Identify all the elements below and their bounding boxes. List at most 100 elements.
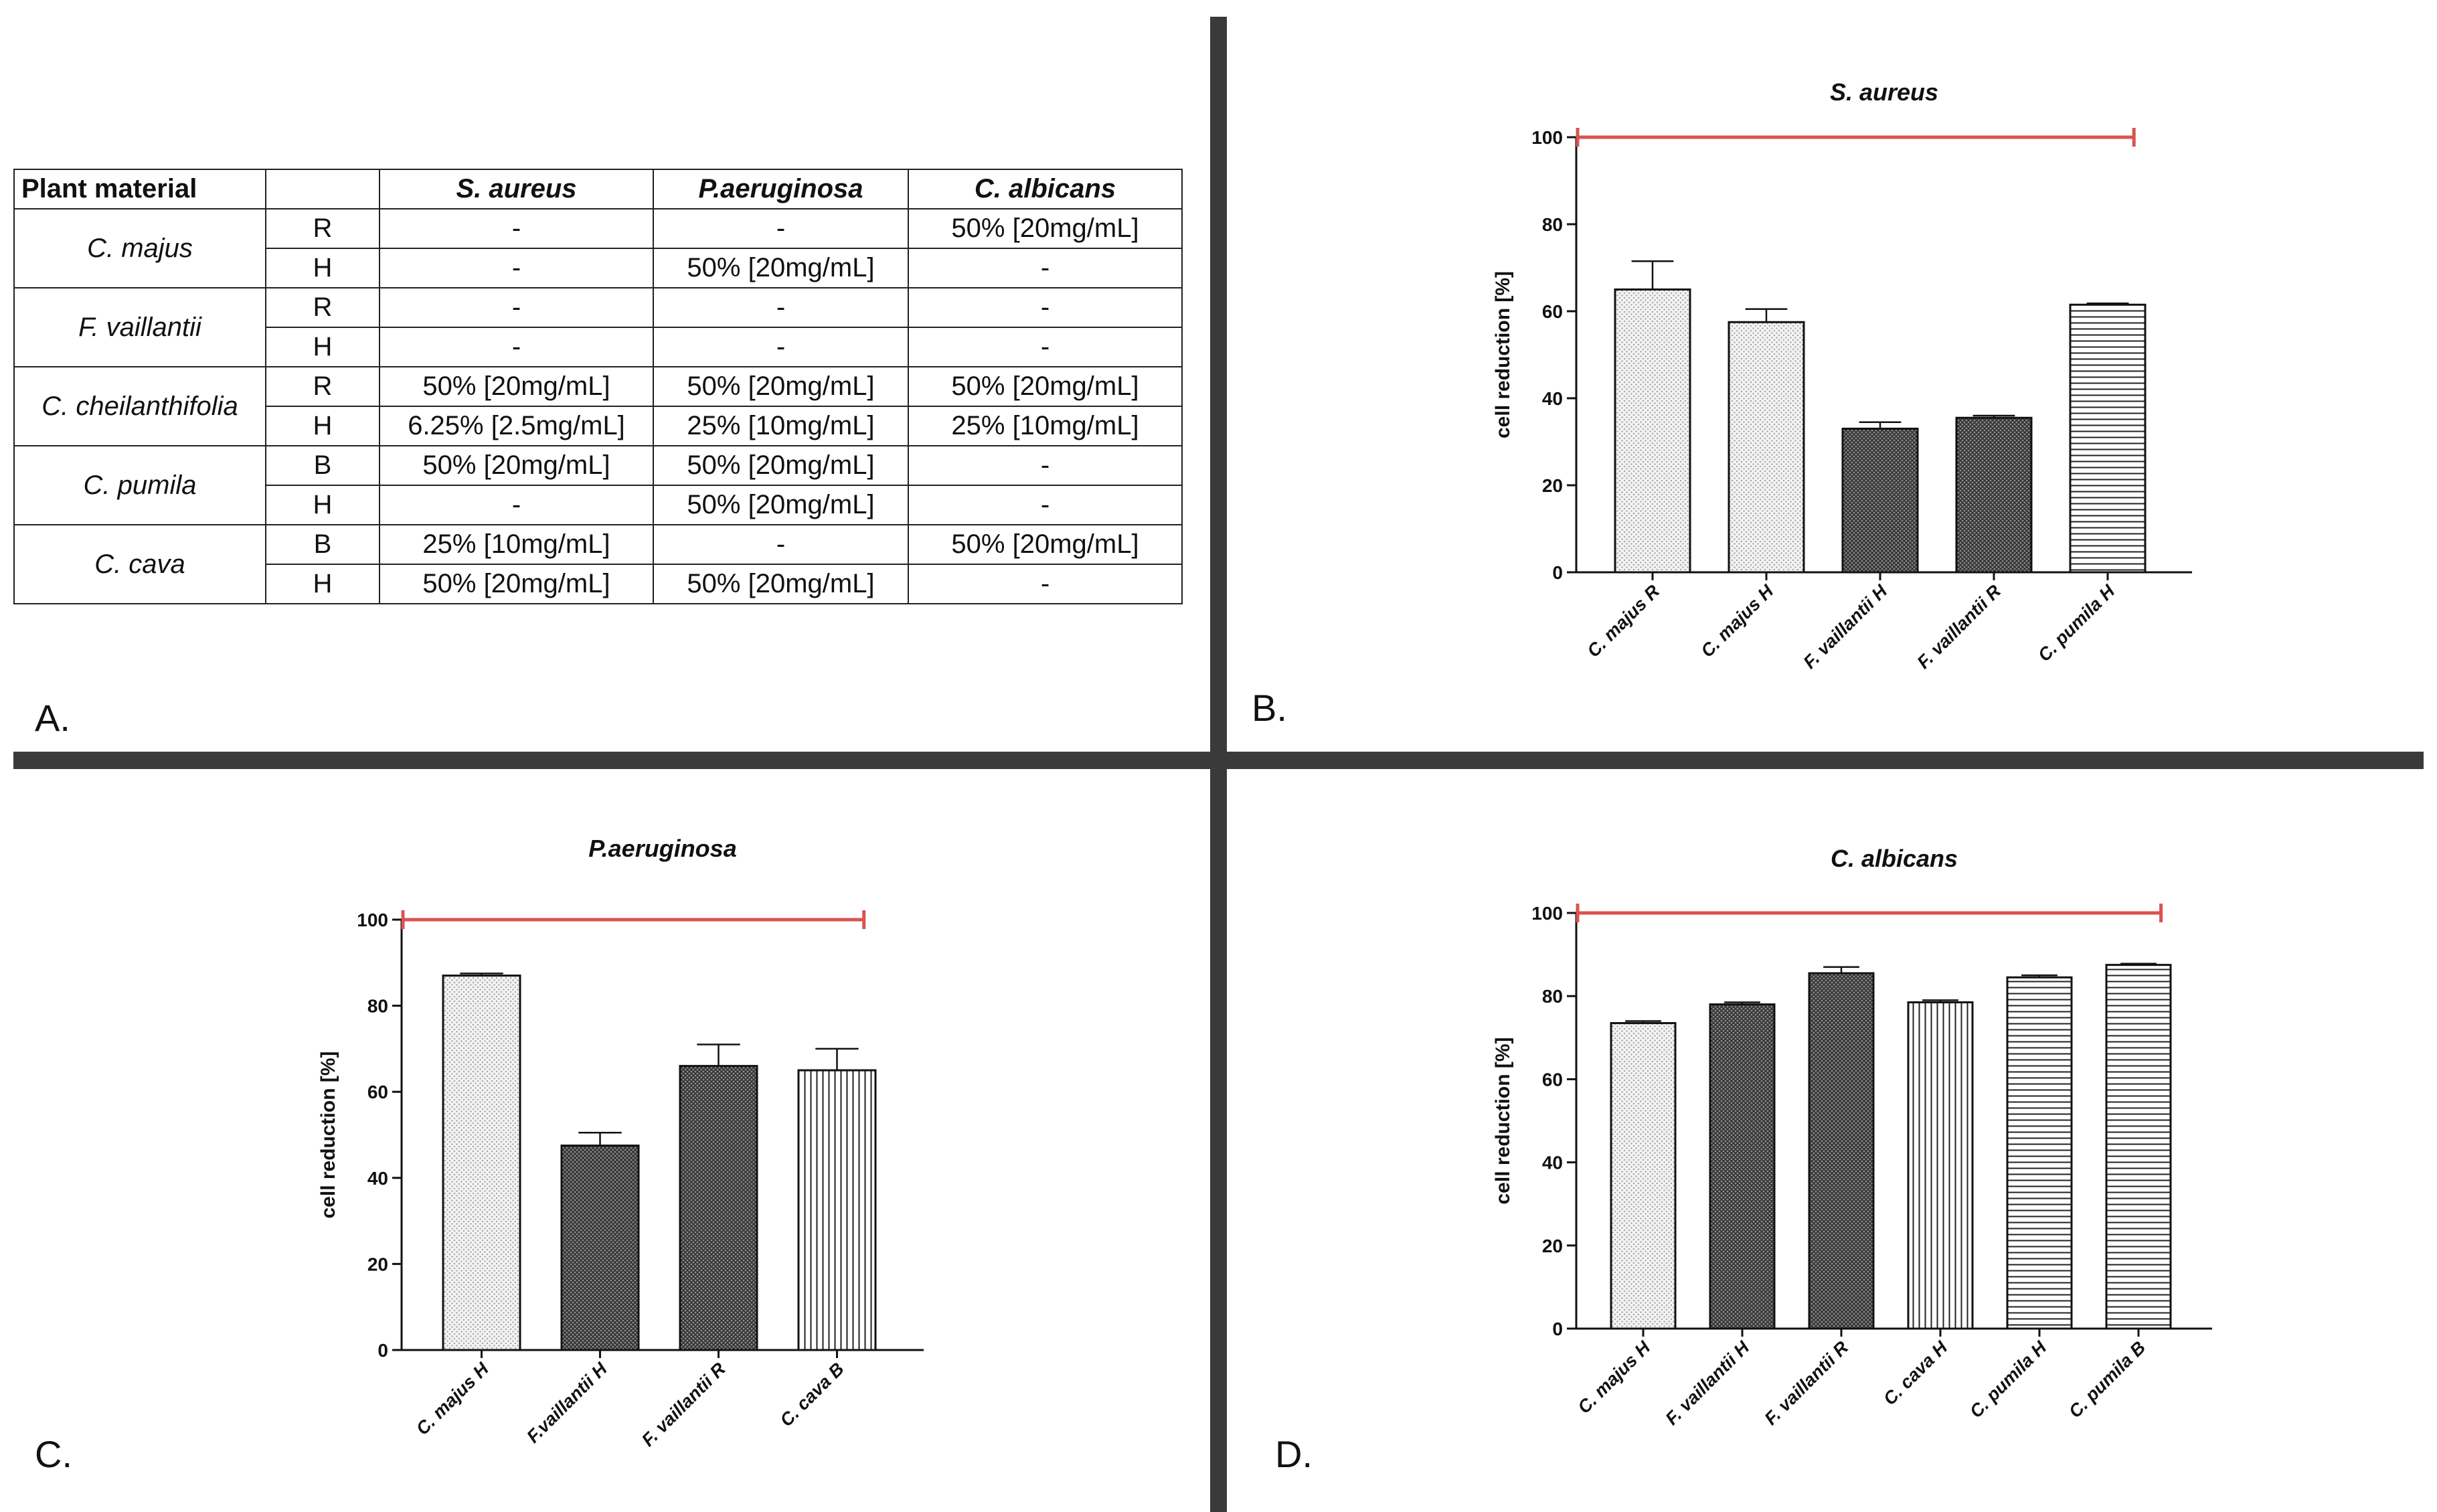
bar-f-vaillantii-h: [1841, 428, 1919, 574]
y-tick-label: 40: [1542, 1153, 1563, 1173]
bar-f-vaillantii-r: [1808, 972, 1875, 1330]
header-part: [265, 169, 380, 209]
x-tick-label: C. majus H: [1574, 1337, 1654, 1418]
table-cell: -: [653, 524, 909, 565]
table-cell: 50% [20mg/mL]: [908, 524, 1183, 565]
table-cell: -: [653, 327, 909, 367]
y-tick-label: 100: [357, 910, 388, 930]
y-tick-label: 0: [1552, 562, 1563, 583]
plant-part: H: [265, 485, 380, 525]
plant-name: C. pumila: [13, 445, 266, 525]
bar-c-cava-b: [797, 1069, 877, 1351]
plant-part: B: [265, 445, 380, 486]
x-tick-label: C. majus H: [1697, 581, 1777, 661]
table-cell: 50% [20mg/mL]: [653, 485, 909, 525]
header-s-aureus: S. aureus: [379, 169, 654, 209]
panel-letter-b: B.: [1252, 687, 1287, 729]
plant-part: H: [265, 406, 380, 446]
table-cell: -: [653, 287, 909, 328]
table-cell: 50% [20mg/mL]: [908, 366, 1183, 407]
table-cell: -: [379, 485, 654, 525]
table-cell: 25% [10mg/mL]: [379, 524, 654, 565]
chart-title: P.aeruginosa: [588, 835, 736, 862]
table-cell: 50% [20mg/mL]: [379, 445, 654, 486]
table-row: H - - -: [14, 327, 1183, 367]
chart-title: S. aureus: [1830, 78, 1938, 106]
chart-c-albicans: C. albicans cell reduction [%] 0 20 40 60 80 10…: [1492, 845, 2212, 1429]
y-axis-label: cell reduction [%]: [1492, 1037, 1514, 1204]
table-cell: -: [379, 287, 654, 328]
x-tick-label: F.vaillantii H: [523, 1359, 611, 1447]
table-row: H - 50% [20mg/mL] -: [14, 248, 1183, 288]
chart-p-aeruginosa: P.aeruginosa cell reduction [%] 0 20 40 60 80 1…: [317, 835, 924, 1450]
bar-c-pumila-h: [2006, 976, 2073, 1330]
y-tick-label: 80: [1542, 214, 1563, 235]
table-cell: -: [379, 208, 654, 249]
table-cell: -: [908, 445, 1183, 486]
x-tick-label: F. vaillantii H: [1799, 581, 1891, 673]
y-tick-label: 100: [1531, 127, 1563, 148]
table-cell: 50% [20mg/mL]: [653, 564, 909, 604]
bar-c-majus-h: [1610, 1022, 1677, 1330]
y-tick-label: 40: [367, 1168, 388, 1189]
table-cell: -: [908, 485, 1183, 525]
x-tick-label: C. majus H: [412, 1359, 493, 1439]
y-tick-label: 100: [1531, 903, 1563, 924]
x-tick-label: C. pumila H: [2034, 581, 2119, 666]
x-tick-label: C. cava B: [776, 1359, 848, 1430]
y-tick-label: 60: [367, 1082, 388, 1102]
y-axis-label: cell reduction [%]: [1492, 271, 1514, 438]
table-row: C. majus R - - 50% [20mg/mL]: [13, 208, 1183, 288]
plant-part: H: [265, 327, 380, 367]
table-cell: -: [653, 208, 909, 249]
chart-s-aureus: S. aureus cell reduction [%] 0 20 40 60 80 100 C…: [1492, 78, 2192, 673]
x-tick-label: C. majus R: [1583, 581, 1663, 661]
y-tick-label: 60: [1542, 301, 1563, 322]
x-tick-label: C. pumila B: [2065, 1337, 2149, 1422]
table-cell: -: [379, 327, 654, 367]
x-tick-label: F. vaillantii R: [638, 1359, 730, 1450]
y-tick-label: 20: [367, 1254, 388, 1274]
bar-f-vaillantii-h: [560, 1145, 640, 1351]
y-axis-label: cell reduction [%]: [317, 1051, 339, 1218]
table-cell: 50% [20mg/mL]: [653, 248, 909, 288]
x-tick-label: F. vaillantii H: [1661, 1337, 1753, 1429]
table-row: H - 50% [20mg/mL] -: [14, 485, 1183, 525]
table-cell: 50% [20mg/mL]: [653, 366, 909, 407]
mic-table: Plant material S. aureus P.aeruginosa C.…: [13, 169, 1183, 604]
x-tick-label: F. vaillantii R: [1760, 1337, 1852, 1429]
table-cell: -: [379, 248, 654, 288]
y-tick-label: 20: [1542, 475, 1563, 496]
y-tick-label: 60: [1542, 1069, 1563, 1090]
y-tick-label: 80: [1542, 986, 1563, 1007]
x-tick-label: C. pumila H: [1966, 1337, 2051, 1422]
header-plant-material: Plant material: [13, 169, 266, 209]
plant-part: R: [265, 287, 380, 328]
plant-part: B: [265, 524, 380, 565]
horizontal-divider: [13, 752, 2424, 769]
table-cell: 25% [10mg/mL]: [908, 406, 1183, 446]
bar-c-cava-h: [1907, 1001, 1974, 1330]
bar-f-vaillantii-h: [1709, 1003, 1776, 1330]
x-tick-label: C. cava H: [1879, 1337, 1952, 1410]
chart-title: C. albicans: [1831, 845, 1958, 872]
y-tick-label: 0: [377, 1340, 388, 1361]
plant-name: C. majus: [13, 208, 266, 288]
plant-part: H: [265, 564, 380, 604]
table-header-row: Plant material S. aureus P.aeruginosa C.…: [13, 169, 1183, 209]
table-cell: 50% [20mg/mL]: [379, 366, 654, 407]
table-cell: 50% [20mg/mL]: [653, 445, 909, 486]
bar-f-vaillantii-r: [1955, 416, 2033, 574]
table-row: C. pumila B 50% [20mg/mL] 50% [20mg/mL] …: [13, 445, 1183, 525]
table-cell: -: [908, 327, 1183, 367]
table-cell: 50% [20mg/mL]: [908, 208, 1183, 249]
table-cell: -: [908, 287, 1183, 328]
plant-name: F. vaillantii: [13, 287, 266, 367]
y-tick-label: 40: [1542, 388, 1563, 409]
bar-c-majus-h: [1728, 321, 1805, 574]
header-c-albicans: C. albicans: [908, 169, 1183, 209]
table-row: C. cheilanthifolia R 50% [20mg/mL] 50% […: [13, 366, 1183, 446]
table-row: H 6.25% [2.5mg/mL] 25% [10mg/mL] 25% [10…: [14, 406, 1183, 446]
table-cell: 6.25% [2.5mg/mL]: [379, 406, 654, 446]
